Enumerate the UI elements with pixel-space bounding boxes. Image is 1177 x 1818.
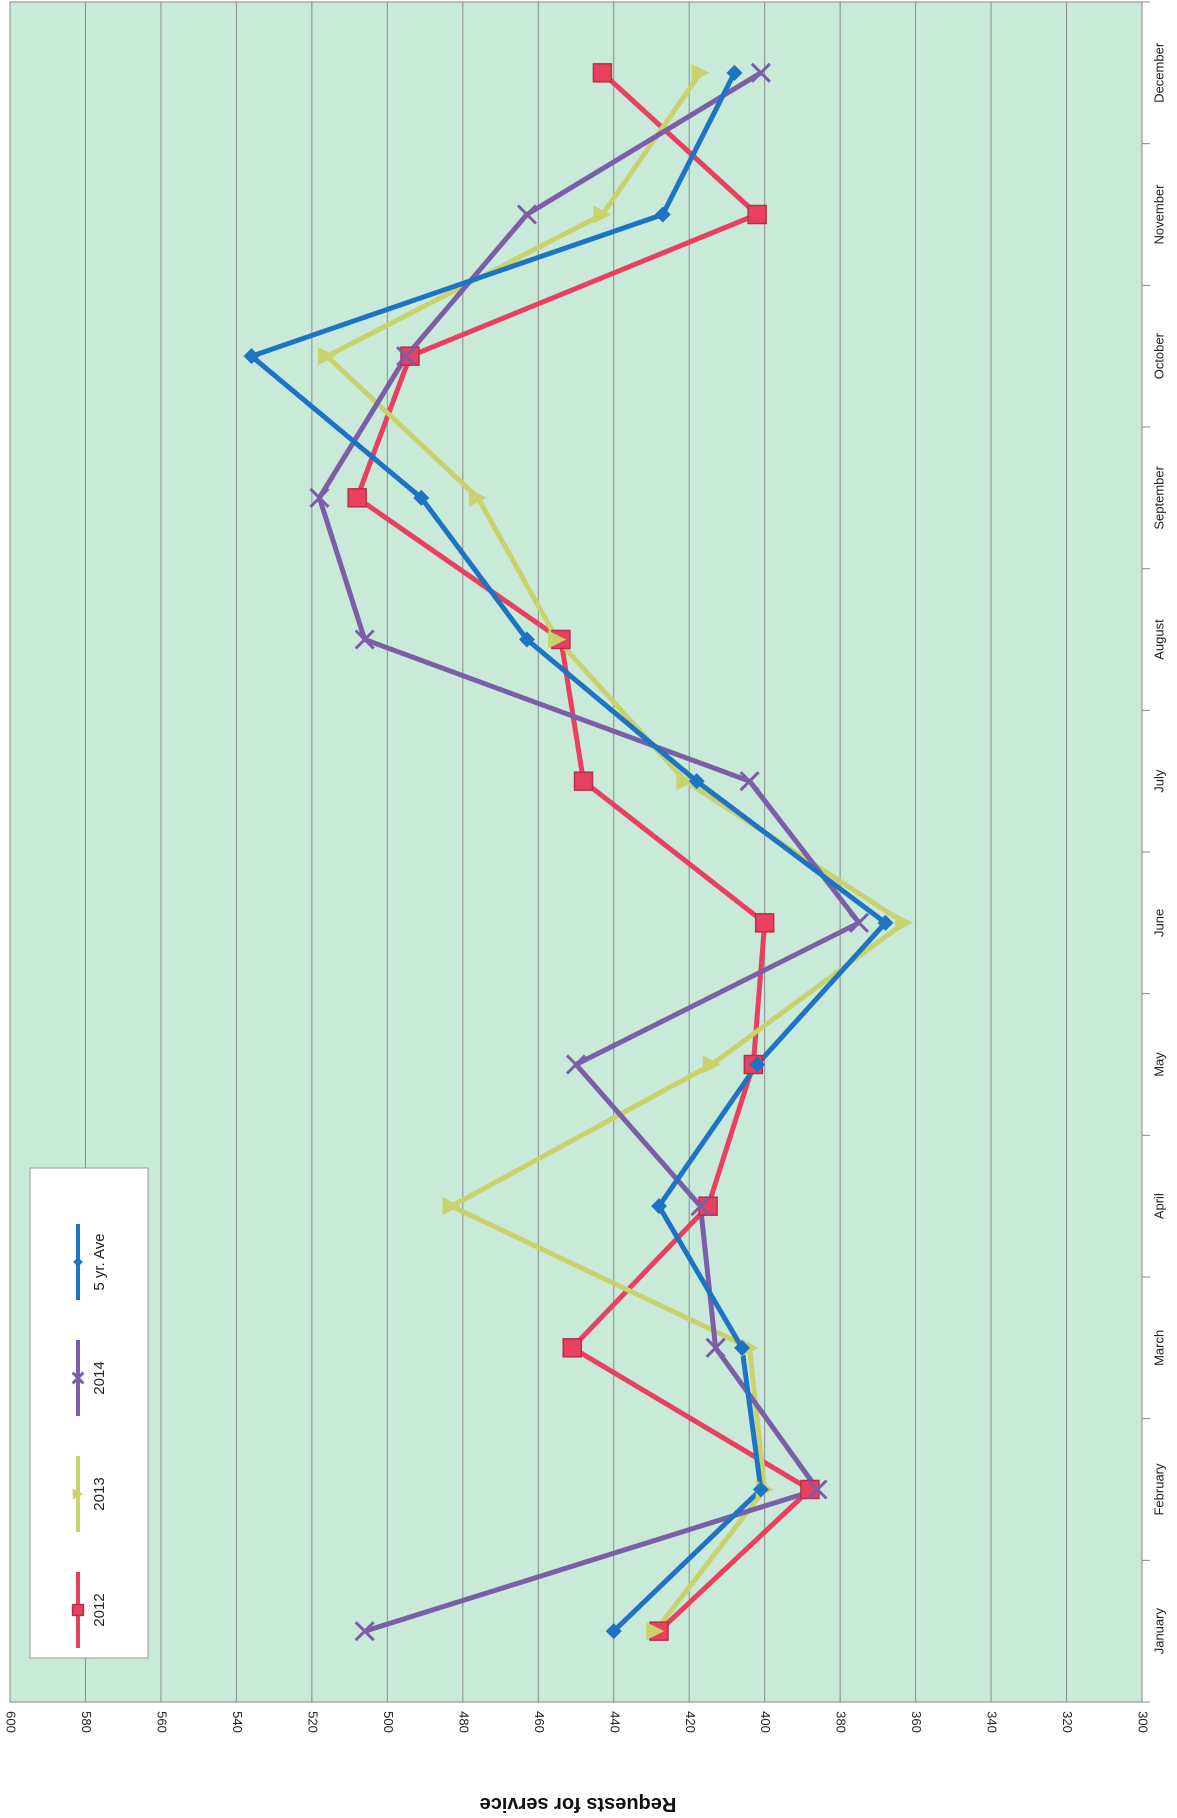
legend-label: 2012: [91, 1593, 108, 1626]
data-point: [754, 913, 775, 933]
series-line: [249, 71, 888, 1634]
data-point: [651, 1198, 668, 1215]
category-tick-label: August: [1151, 619, 1166, 660]
y-axis-label: Requests for service: [480, 1793, 677, 1815]
series-layer: [249, 70, 907, 1634]
data-point: [413, 489, 430, 506]
data-point: [605, 1623, 622, 1640]
category-tick-label: January: [1151, 1608, 1166, 1655]
category-tick-label: September: [1151, 465, 1166, 529]
data-point: [562, 1338, 582, 1358]
value-tick-label: 340: [985, 1711, 1000, 1733]
data-point: [593, 205, 612, 224]
value-tick-label: 480: [456, 1711, 471, 1733]
legend-label: 2013: [91, 1477, 108, 1510]
data-point: [548, 630, 567, 649]
category-tick-label: May: [1151, 1052, 1166, 1077]
category-tick-label: February: [1151, 1463, 1166, 1516]
data-point: [750, 62, 771, 83]
category-tick-label: March: [1151, 1330, 1166, 1366]
data-point: [691, 63, 710, 82]
category-tick-label: October: [1151, 332, 1166, 379]
data-point: [702, 1055, 721, 1074]
data-point: [676, 772, 695, 791]
data-point: [396, 346, 417, 367]
data-point: [565, 1054, 587, 1075]
value-tick-label: 420: [683, 1711, 698, 1733]
data-point: [442, 1197, 461, 1216]
data-point: [71, 1603, 85, 1617]
data-point: [347, 488, 367, 508]
value-tick-label: 520: [305, 1711, 320, 1733]
data-point: [877, 914, 894, 931]
plot-area: [9, 1, 1143, 1703]
legend-box: [29, 1167, 149, 1659]
series-line: [316, 70, 862, 1634]
data-point: [317, 347, 336, 366]
category-tick-label: July: [1151, 769, 1166, 793]
data-point: [747, 204, 767, 225]
data-point: [71, 1371, 85, 1385]
series-line: [354, 70, 813, 1634]
data-point: [690, 1196, 711, 1217]
data-point: [518, 631, 535, 648]
legend-label: 2014: [91, 1361, 108, 1394]
value-tick-label: 380: [834, 1711, 849, 1733]
category-tick-label: June: [1151, 909, 1166, 937]
category-tick-label: April: [1151, 1193, 1166, 1219]
data-point: [354, 629, 375, 650]
value-tick-label: 320: [1060, 1711, 1075, 1733]
data-point: [646, 1622, 665, 1641]
value-tick-label: 440: [607, 1711, 622, 1733]
tick-labels: 600 580 560 540 520 500 480 460 440 420 400 380 360 3…: [4, 42, 1167, 1733]
data-point: [705, 1337, 726, 1358]
data-point: [243, 348, 260, 365]
data-point: [726, 64, 743, 81]
data-point: [752, 1481, 769, 1498]
value-tick-label: 500: [381, 1711, 396, 1733]
data-point: [468, 488, 487, 507]
data-point: [739, 771, 760, 792]
data-point: [72, 1488, 84, 1500]
data-point: [807, 1479, 828, 1500]
data-point: [516, 204, 538, 225]
legend-label: 5 yr. Ave: [91, 1233, 108, 1290]
data-point: [895, 913, 914, 932]
value-tick-label: 460: [532, 1711, 547, 1733]
marker-layer: [243, 62, 914, 1642]
category-tick-label: December: [1151, 42, 1166, 103]
data-point: [749, 1056, 766, 1073]
value-tick-label: 560: [154, 1711, 169, 1733]
data-point: [573, 771, 594, 791]
data-point: [848, 912, 870, 933]
category-tick-label: November: [1151, 184, 1166, 245]
data-point: [654, 206, 671, 223]
legend: 2012 2013 2014 5 yr. Ave: [29, 1167, 149, 1659]
value-tick-label: 300: [1136, 1711, 1151, 1733]
data-point: [688, 773, 705, 790]
data-point: [354, 1621, 375, 1642]
data-point: [400, 346, 420, 366]
data-point: [734, 1339, 751, 1356]
data-point: [592, 63, 613, 83]
value-tick-label: 540: [230, 1711, 245, 1733]
value-tick-label: 400: [758, 1711, 773, 1733]
data-point: [73, 1257, 83, 1267]
value-tick-label: 580: [79, 1711, 94, 1733]
value-tick-label: 600: [4, 1711, 19, 1733]
data-point: [309, 487, 330, 508]
value-tick-label: 360: [909, 1711, 924, 1733]
